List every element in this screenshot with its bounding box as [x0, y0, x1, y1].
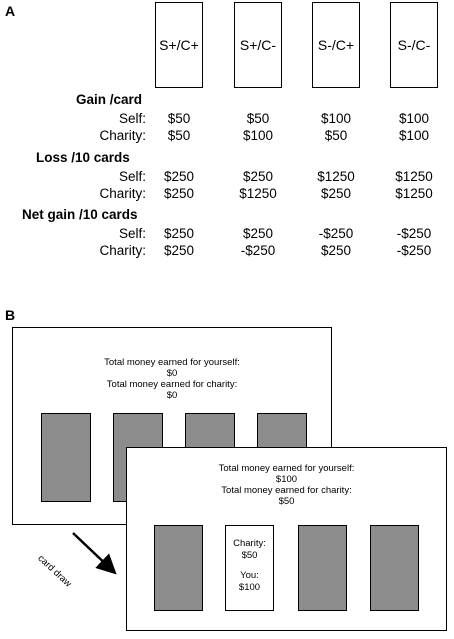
charity-total-value: $50	[278, 496, 295, 507]
table-cell: $250	[320, 243, 352, 258]
card-s-minus-c-plus: S-/C+	[312, 2, 360, 88]
table-cell: $100	[242, 128, 274, 143]
section-title-gain: Gain /card	[76, 92, 143, 107]
table-cell: $50	[246, 111, 270, 126]
table-cell: $250	[163, 243, 195, 258]
self-total-label: Total money earned for yourself:	[104, 357, 240, 368]
self-total-value: $0	[166, 368, 178, 379]
table-cell: $250	[320, 186, 352, 201]
row-label-self: Self:	[118, 226, 146, 241]
panel-a-label: A	[5, 3, 16, 19]
charity-total-value: $0	[166, 390, 178, 401]
table-cell: $250	[163, 226, 195, 241]
revealed-card: Charity: $50 You: $100	[225, 525, 274, 611]
card-back	[298, 525, 347, 611]
panel-b-label: B	[5, 307, 16, 323]
row-label-charity: Charity:	[99, 186, 146, 201]
self-total-label: Total money earned for yourself:	[218, 463, 355, 474]
self-total-value: $100	[275, 474, 298, 485]
revealed-charity-value: $50	[241, 549, 258, 561]
table-cell: -$250	[396, 243, 432, 258]
table-cell: $50	[167, 128, 191, 143]
table-cell: $250	[163, 169, 195, 184]
table-cell: $50	[324, 128, 348, 143]
section-title-loss: Loss /10 cards	[36, 150, 130, 165]
section-title-net-gain: Net gain /10 cards	[22, 207, 138, 222]
row-label-charity: Charity:	[99, 243, 146, 258]
card-draw-arrow-icon	[72, 532, 117, 575]
table-cell: $1250	[395, 186, 433, 201]
table-cell: $50	[167, 111, 191, 126]
card-back	[370, 525, 419, 611]
revealed-you-label: You:	[240, 570, 259, 581]
charity-total-label: Total money earned for charity:	[106, 379, 238, 390]
card-back	[154, 525, 203, 611]
screen-after-draw: Total money earned for yourself: $100 To…	[126, 447, 447, 631]
charity-total-label: Total money earned for charity:	[221, 485, 352, 496]
table-cell: -$250	[318, 226, 354, 241]
table-cell: $1250	[239, 186, 277, 201]
row-label-charity: Charity:	[99, 128, 146, 143]
row-label-self: Self:	[118, 169, 146, 184]
table-cell: -$250	[396, 226, 432, 241]
table-cell: $100	[398, 128, 430, 143]
card-s-plus-c-plus: S+/C+	[155, 2, 203, 88]
table-cell: $1250	[395, 169, 433, 184]
table-cell: $250	[242, 169, 274, 184]
table-cell: -$250	[240, 243, 276, 258]
card-s-plus-c-minus: S+/C-	[234, 2, 282, 88]
table-cell: $250	[242, 226, 274, 241]
row-label-self: Self:	[118, 111, 146, 126]
table-cell: $100	[398, 111, 430, 126]
card-s-minus-c-minus: S-/C-	[390, 2, 438, 88]
card-back	[41, 413, 91, 502]
table-cell: $1250	[317, 169, 355, 184]
table-cell: $250	[163, 186, 195, 201]
table-cell: $100	[320, 111, 352, 126]
revealed-charity-label: Charity:	[233, 538, 266, 549]
revealed-you-value: $100	[238, 581, 261, 593]
